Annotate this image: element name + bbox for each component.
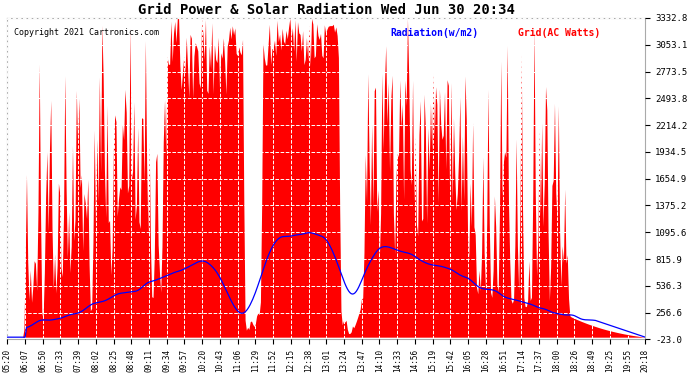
- Text: Radiation(w/m2): Radiation(w/m2): [390, 28, 478, 38]
- Title: Grid Power & Solar Radiation Wed Jun 30 20:34: Grid Power & Solar Radiation Wed Jun 30 …: [138, 3, 515, 17]
- Text: Copyright 2021 Cartronics.com: Copyright 2021 Cartronics.com: [14, 28, 159, 37]
- Text: Grid(AC Watts): Grid(AC Watts): [518, 28, 600, 38]
